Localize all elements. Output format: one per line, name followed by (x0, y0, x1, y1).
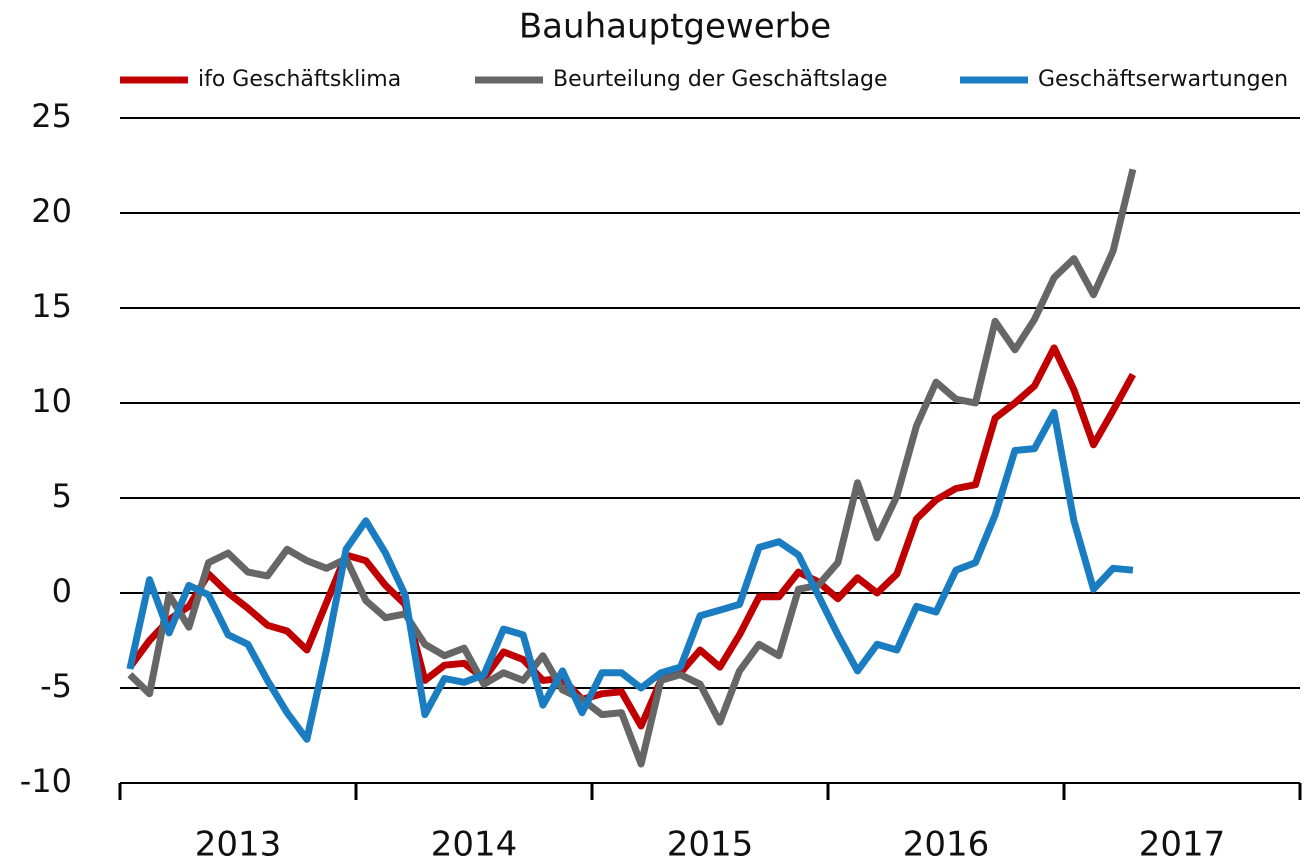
legend-label: Beurteilung der Geschäftslage (553, 67, 888, 92)
y-tick-label: 5 (52, 477, 72, 515)
y-tick-label: 25 (31, 97, 72, 135)
y-tick-label: -10 (20, 762, 72, 800)
y-tick-label: 15 (31, 287, 72, 325)
series-line (127, 344, 1136, 730)
y-tick-label: -5 (40, 667, 72, 705)
legend-label: ifo Geschäftsklima (198, 67, 401, 92)
x-tick-label: 2015 (667, 825, 754, 865)
x-tick-label: 2014 (431, 825, 518, 865)
x-tick-label: 2013 (195, 825, 282, 865)
x-tick-label: 2017 (1139, 825, 1226, 865)
y-tick-label: 10 (31, 382, 72, 420)
chart-title: Bauhauptgewerbe (519, 7, 831, 47)
y-tick-label: 0 (52, 572, 72, 610)
x-tick-label: 2016 (903, 825, 990, 865)
series-line (126, 409, 1134, 743)
series-line (127, 168, 1137, 768)
legend-label: Geschäftserwartungen (1038, 67, 1288, 92)
y-tick-label: 20 (31, 192, 72, 230)
